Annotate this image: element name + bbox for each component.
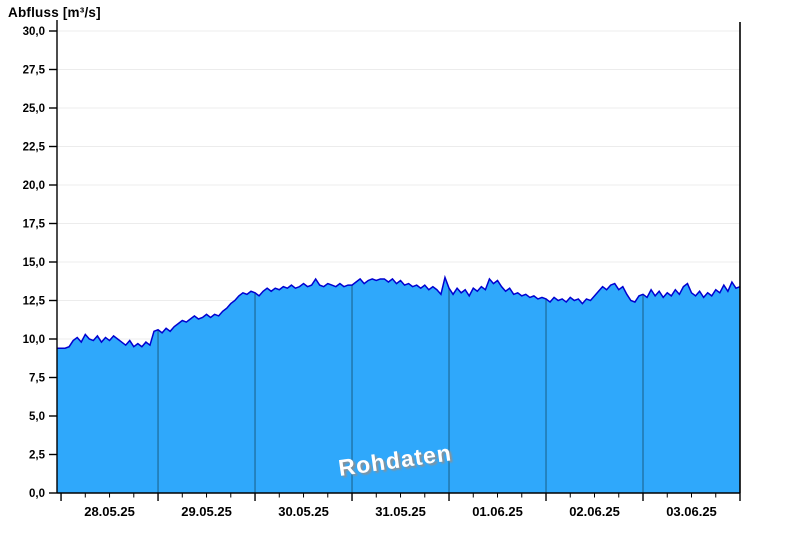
y-tick-label: 17,5 xyxy=(23,219,46,231)
y-tick-label: 2,5 xyxy=(29,450,46,462)
x-tick-label: 28.05.25 xyxy=(84,504,135,519)
y-tick-label: 27,5 xyxy=(23,65,46,77)
x-tick-label: 01.06.25 xyxy=(472,504,523,519)
y-tick-label: 7,5 xyxy=(29,373,46,385)
x-tick-label: 31.05.25 xyxy=(375,504,426,519)
x-tick-label: 03.06.25 xyxy=(666,504,717,519)
series-line xyxy=(57,274,741,349)
x-tick-label: 02.06.25 xyxy=(569,504,620,519)
y-tick-label: 15,0 xyxy=(23,257,45,269)
y-tick-label: 25,0 xyxy=(23,103,45,115)
y-tick-label: 0,0 xyxy=(29,488,45,500)
y-tick-label: 12,5 xyxy=(23,296,46,308)
y-tick-label: 5,0 xyxy=(29,411,45,423)
y-tick-label: 20,0 xyxy=(23,180,45,192)
y-tick-label: 10,0 xyxy=(23,334,45,346)
y-tick-label: 30,0 xyxy=(23,26,45,38)
chart-title: Abfluss [m³/s] xyxy=(8,5,101,20)
x-tick-label: 29.05.25 xyxy=(181,504,232,519)
y-tick-label: 22,5 xyxy=(23,142,46,154)
x-tick-label: 30.05.25 xyxy=(278,504,329,519)
area-series xyxy=(57,277,740,493)
